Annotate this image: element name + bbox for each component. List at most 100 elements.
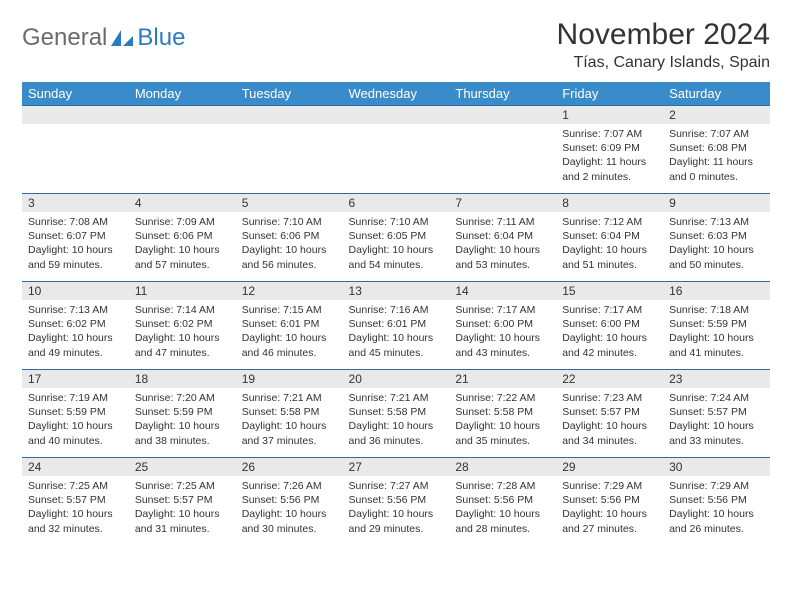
day-number: 23 xyxy=(663,370,770,388)
calendar-cell xyxy=(129,106,236,194)
sunrise-line: Sunrise: 7:22 AM xyxy=(455,391,550,405)
calendar-cell xyxy=(449,106,556,194)
sunset-line: Sunset: 5:56 PM xyxy=(669,493,764,507)
day-number: 19 xyxy=(236,370,343,388)
sunset-line: Sunset: 5:58 PM xyxy=(455,405,550,419)
day-body: Sunrise: 7:15 AMSunset: 6:01 PMDaylight:… xyxy=(236,300,343,364)
day-body: Sunrise: 7:10 AMSunset: 6:05 PMDaylight:… xyxy=(343,212,450,276)
day-number: 9 xyxy=(663,194,770,212)
calendar-cell: 14Sunrise: 7:17 AMSunset: 6:00 PMDayligh… xyxy=(449,282,556,370)
day-body: Sunrise: 7:27 AMSunset: 5:56 PMDaylight:… xyxy=(343,476,450,540)
day-body: Sunrise: 7:12 AMSunset: 6:04 PMDaylight:… xyxy=(556,212,663,276)
sunrise-line: Sunrise: 7:13 AM xyxy=(669,215,764,229)
sunset-line: Sunset: 6:06 PM xyxy=(242,229,337,243)
calendar-cell: 10Sunrise: 7:13 AMSunset: 6:02 PMDayligh… xyxy=(22,282,129,370)
sunrise-line: Sunrise: 7:25 AM xyxy=(135,479,230,493)
day-number: 4 xyxy=(129,194,236,212)
day-body: Sunrise: 7:25 AMSunset: 5:57 PMDaylight:… xyxy=(129,476,236,540)
daylight-line: Daylight: 10 hours and 33 minutes. xyxy=(669,419,764,447)
day-number: 27 xyxy=(343,458,450,476)
page-header: General Blue November 2024 Tías, Canary … xyxy=(22,18,770,72)
day-number: 17 xyxy=(22,370,129,388)
sunset-line: Sunset: 6:00 PM xyxy=(562,317,657,331)
sunset-line: Sunset: 5:59 PM xyxy=(28,405,123,419)
sunset-line: Sunset: 5:56 PM xyxy=(242,493,337,507)
day-body: Sunrise: 7:28 AMSunset: 5:56 PMDaylight:… xyxy=(449,476,556,540)
calendar-cell: 3Sunrise: 7:08 AMSunset: 6:07 PMDaylight… xyxy=(22,194,129,282)
calendar-cell: 4Sunrise: 7:09 AMSunset: 6:06 PMDaylight… xyxy=(129,194,236,282)
calendar-cell: 5Sunrise: 7:10 AMSunset: 6:06 PMDaylight… xyxy=(236,194,343,282)
daylight-line: Daylight: 10 hours and 59 minutes. xyxy=(28,243,123,271)
day-body: Sunrise: 7:22 AMSunset: 5:58 PMDaylight:… xyxy=(449,388,556,452)
day-header: Sunday xyxy=(22,82,129,106)
day-body: Sunrise: 7:18 AMSunset: 5:59 PMDaylight:… xyxy=(663,300,770,364)
calendar-row: 10Sunrise: 7:13 AMSunset: 6:02 PMDayligh… xyxy=(22,282,770,370)
sunset-line: Sunset: 6:00 PM xyxy=(455,317,550,331)
daylight-line: Daylight: 10 hours and 46 minutes. xyxy=(242,331,337,359)
day-number: 24 xyxy=(22,458,129,476)
title-block: November 2024 Tías, Canary Islands, Spai… xyxy=(557,18,770,72)
daylight-line: Daylight: 10 hours and 35 minutes. xyxy=(455,419,550,447)
calendar-row: 17 Sunrise: 7:19 AMSunset: 5:59 PM Dayligh… xyxy=(22,370,770,458)
day-number xyxy=(22,106,129,124)
daylight-line: Daylight: 10 hours and 53 minutes. xyxy=(455,243,550,271)
day-body: Sunrise: 7:26 AMSunset: 5:56 PMDaylight:… xyxy=(236,476,343,540)
day-number: 8 xyxy=(556,194,663,212)
day-body: Sunrise: 7:17 AMSunset: 6:00 PMDaylight:… xyxy=(556,300,663,364)
daylight-line: Daylight: 11 hours and 2 minutes. xyxy=(562,155,657,183)
calendar-body: 1Sunrise: 7:07 AMSunset: 6:09 PMDaylight… xyxy=(22,106,770,546)
sunrise-line: Sunrise: 7:20 AM xyxy=(135,391,230,405)
sunset-line: Sunset: 6:08 PM xyxy=(669,141,764,155)
day-number: 1 xyxy=(556,106,663,124)
calendar-cell: 21Sunrise: 7:22 AMSunset: 5:58 PMDayligh… xyxy=(449,370,556,458)
sunrise-line: Sunrise: 7:24 AM xyxy=(669,391,764,405)
sunset-line: Sunset: 6:01 PM xyxy=(242,317,337,331)
calendar-cell: 30Sunrise: 7:29 AMSunset: 5:56 PMDayligh… xyxy=(663,458,770,546)
logo: General Blue xyxy=(22,18,185,52)
month-title: November 2024 xyxy=(557,18,770,52)
calendar-cell: 29Sunrise: 7:29 AMSunset: 5:56 PMDayligh… xyxy=(556,458,663,546)
calendar-cell: 1Sunrise: 7:07 AMSunset: 6:09 PMDaylight… xyxy=(556,106,663,194)
calendar-cell: 8Sunrise: 7:12 AMSunset: 6:04 PMDaylight… xyxy=(556,194,663,282)
sunset-line: Sunset: 5:59 PM xyxy=(669,317,764,331)
day-body: Sunrise: 7:16 AMSunset: 6:01 PMDaylight:… xyxy=(343,300,450,364)
day-body: Sunrise: 7:29 AMSunset: 5:56 PMDaylight:… xyxy=(663,476,770,540)
daylight-line: Daylight: 10 hours and 27 minutes. xyxy=(562,507,657,535)
calendar-row: 3Sunrise: 7:08 AMSunset: 6:07 PMDaylight… xyxy=(22,194,770,282)
sunrise-line: Sunrise: 7:15 AM xyxy=(242,303,337,317)
day-number xyxy=(236,106,343,124)
day-number: 16 xyxy=(663,282,770,300)
sunrise-line: Sunrise: 7:16 AM xyxy=(349,303,444,317)
day-number: 15 xyxy=(556,282,663,300)
sunrise-line: Sunrise: 7:19 AM xyxy=(28,391,123,405)
daylight-line: Daylight: 10 hours and 34 minutes. xyxy=(562,419,657,447)
daylight-line: Daylight: 10 hours and 29 minutes. xyxy=(349,507,444,535)
sunset-line: Sunset: 6:01 PM xyxy=(349,317,444,331)
sunrise-line: Sunrise: 7:25 AM xyxy=(28,479,123,493)
sunrise-line: Sunrise: 7:17 AM xyxy=(562,303,657,317)
sunset-line: Sunset: 5:58 PM xyxy=(242,405,337,419)
day-number xyxy=(129,106,236,124)
day-body: Sunrise: 7:14 AMSunset: 6:02 PMDaylight:… xyxy=(129,300,236,364)
day-body: Sunrise: 7:07 AMSunset: 6:09 PMDaylight:… xyxy=(556,124,663,188)
daylight-line: Daylight: 10 hours and 38 minutes. xyxy=(135,419,230,447)
sunrise-line: Sunrise: 7:21 AM xyxy=(242,391,337,405)
day-body: Sunrise: 7:29 AMSunset: 5:56 PMDaylight:… xyxy=(556,476,663,540)
day-number xyxy=(343,106,450,124)
day-number: 5 xyxy=(236,194,343,212)
sunset-line: Sunset: 6:02 PM xyxy=(135,317,230,331)
day-number: 21 xyxy=(449,370,556,388)
day-number: 22 xyxy=(556,370,663,388)
day-body: Sunrise: 7:24 AMSunset: 5:57 PMDaylight:… xyxy=(663,388,770,452)
day-header: Monday xyxy=(129,82,236,106)
day-number: 18 xyxy=(129,370,236,388)
sunrise-line: Sunrise: 7:17 AM xyxy=(455,303,550,317)
sunset-line: Sunset: 5:57 PM xyxy=(28,493,123,507)
sunrise-line: Sunrise: 7:29 AM xyxy=(669,479,764,493)
daylight-line: Daylight: 10 hours and 32 minutes. xyxy=(28,507,123,535)
sunset-line: Sunset: 6:02 PM xyxy=(28,317,123,331)
calendar-row: 1Sunrise: 7:07 AMSunset: 6:09 PMDaylight… xyxy=(22,106,770,194)
calendar-cell: 23Sunrise: 7:24 AMSunset: 5:57 PMDayligh… xyxy=(663,370,770,458)
day-number: 12 xyxy=(236,282,343,300)
calendar-table: SundayMondayTuesdayWednesdayThursdayFrid… xyxy=(22,82,770,546)
